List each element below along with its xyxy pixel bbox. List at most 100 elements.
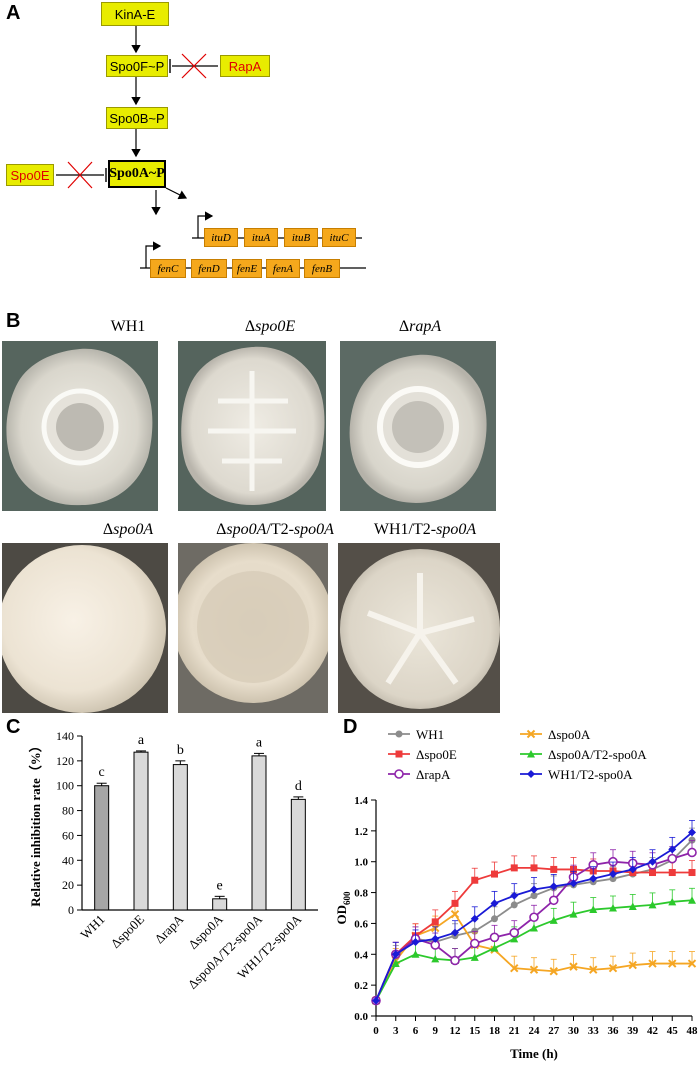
gene-fenb: fenB — [304, 259, 340, 278]
x-tick-label: 6 — [413, 1025, 419, 1037]
data-point — [628, 865, 637, 874]
data-point — [688, 828, 696, 837]
data-point — [510, 864, 518, 872]
x-tick-label: 30 — [568, 1025, 580, 1037]
colony-label-spo0a: Δspo0A — [102, 521, 154, 538]
data-point — [569, 962, 578, 971]
x-tick-label: 27 — [548, 1025, 560, 1037]
data-point — [648, 857, 657, 866]
x-tick-label: 24 — [529, 1025, 541, 1037]
data-point — [549, 967, 558, 976]
legend-entry: WH1 — [388, 727, 444, 742]
data-point — [394, 769, 404, 779]
bar — [290, 798, 306, 911]
gene-itub: ituB — [284, 228, 318, 247]
data-point — [687, 959, 697, 968]
data-point — [510, 934, 519, 943]
data-point — [470, 914, 479, 923]
x-tick-label: 33 — [588, 1025, 600, 1037]
y-tick-label: 100 — [56, 779, 74, 793]
data-point — [688, 896, 696, 904]
x-tick-label: 48 — [687, 1025, 699, 1037]
spo0f-box: Spo0F~P — [106, 55, 168, 77]
data-point — [491, 870, 498, 878]
legend-entry: Δspo0A/T2-spo0A — [520, 747, 647, 762]
y-tick-label: 1.0 — [354, 857, 368, 869]
data-point — [411, 937, 420, 946]
data-point — [530, 924, 538, 932]
data-point — [668, 897, 677, 906]
gene-fena: fenA — [266, 259, 300, 278]
bar — [172, 764, 188, 911]
itu-promoter-icon — [197, 211, 214, 238]
y-tick-label: 1.2 — [354, 826, 368, 838]
data-point — [530, 885, 538, 894]
data-point — [509, 927, 520, 938]
data-point — [668, 845, 677, 854]
x-tick-label: 3 — [393, 1025, 399, 1037]
bar — [133, 751, 149, 911]
data-point — [510, 963, 519, 973]
panel-label-d: D — [343, 716, 358, 738]
data-point — [431, 934, 440, 943]
x-tick-label: 36 — [608, 1025, 620, 1037]
data-point — [549, 916, 558, 924]
y-tick-label: 80 — [62, 804, 74, 818]
fen-promoter-icon — [145, 241, 162, 268]
data-point — [470, 953, 479, 961]
data-point — [490, 944, 499, 952]
data-point — [450, 909, 460, 919]
data-point — [550, 865, 558, 873]
colony-photo-spo0e — [178, 341, 326, 511]
legend-label: Δspo0A/T2-spo0A — [548, 747, 647, 762]
x-tick-label: 0 — [373, 1025, 379, 1037]
data-point — [510, 891, 519, 900]
y-tick-label: 0.6 — [354, 918, 368, 930]
kina-box: KinA-E — [101, 2, 169, 26]
legend-label: WH1/T2-spo0A — [548, 767, 633, 782]
colony-label-spo0e: Δspo0E — [244, 318, 296, 335]
data-point — [667, 853, 678, 864]
colony-label-spo0a-t2: Δspo0A/T2-spo0A — [216, 521, 334, 538]
series-line — [372, 820, 696, 1005]
legend-entry: Δspo0A — [520, 727, 591, 742]
gene-ituc: ituC — [322, 228, 356, 247]
data-point — [431, 918, 439, 926]
colony-label-wh1-t2: WH1/T2-spo0A — [373, 521, 477, 538]
x-tick-label: 21 — [509, 1025, 520, 1037]
data-point — [490, 899, 499, 908]
data-point — [589, 905, 598, 914]
significance-letter: c — [99, 765, 105, 780]
data-point — [688, 869, 696, 877]
x-tick-label: 42 — [647, 1025, 659, 1037]
data-point — [668, 959, 677, 968]
y-tick-label: 20 — [62, 878, 74, 892]
data-point — [391, 959, 400, 968]
colony-photo-spo0a — [2, 543, 168, 713]
spo0b-box: Spo0B~P — [106, 107, 168, 129]
y-axis-label: OD600 — [334, 891, 352, 925]
y-tick-label: 60 — [62, 828, 74, 842]
colony-photo-rapa — [340, 341, 496, 511]
data-point — [395, 750, 403, 758]
colony-label-rapa: ΔrapA — [398, 318, 442, 335]
gene-fend: fenD — [191, 259, 227, 278]
data-point — [527, 770, 535, 778]
data-point — [489, 932, 500, 943]
legend-label: Δspo0E — [416, 747, 457, 762]
data-point — [569, 910, 578, 918]
spo0a-box: Spo0A~P — [108, 160, 166, 188]
colony-label-wh1: WH1 — [110, 318, 146, 335]
x-tick-label: 39 — [627, 1025, 639, 1037]
y-tick-label: 1.4 — [354, 795, 368, 807]
y-tick-label: 140 — [56, 729, 74, 743]
data-point — [687, 847, 697, 858]
x-tick-label: 9 — [433, 1025, 439, 1037]
y-axis-label: Relative inhibition rate（%） — [28, 739, 43, 907]
legend-label: Δspo0A — [548, 727, 591, 742]
data-point — [395, 730, 403, 738]
category-label: Δspo0E — [108, 911, 148, 951]
data-point — [431, 954, 440, 963]
data-point — [649, 869, 656, 877]
y-tick-label: 40 — [62, 853, 74, 867]
